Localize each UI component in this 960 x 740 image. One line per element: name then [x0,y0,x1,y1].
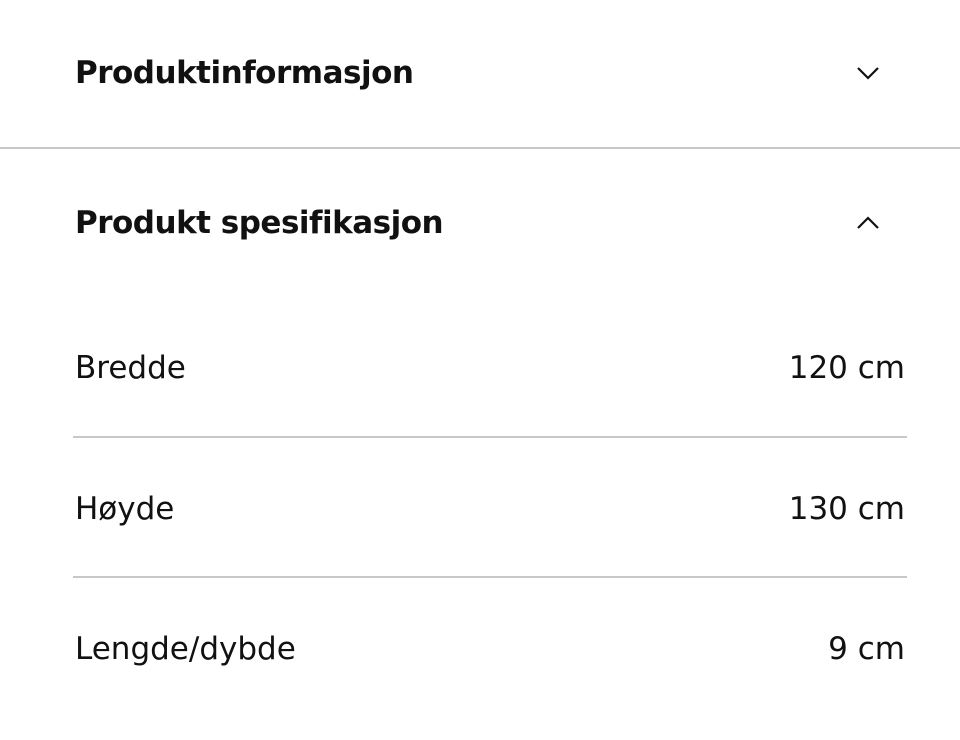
row-divider [73,436,907,438]
spec-label: Høyde [75,491,175,527]
accordion-produktinformasjon[interactable]: Produktinformasjon [75,55,885,91]
chevron-down-icon[interactable] [851,56,885,90]
spec-label: Lengde/dybde [75,631,296,667]
accordion-produkt-spesifikasjon[interactable]: Produkt spesifikasjon [75,205,885,241]
spec-value: 130 cm [788,491,905,527]
section-divider [0,147,960,149]
spec-row: Høyde 130 cm [75,484,905,534]
spec-value: 120 cm [788,350,905,386]
accordion-title: Produktinformasjon [75,55,414,91]
spec-value: 9 cm [828,631,905,667]
spec-row: Lengde/dybde 9 cm [75,624,905,674]
accordion-title: Produkt spesifikasjon [75,205,444,241]
row-divider [73,576,907,578]
spec-label: Bredde [75,350,186,386]
chevron-up-icon[interactable] [851,206,885,240]
spec-row: Bredde 120 cm [75,343,905,393]
